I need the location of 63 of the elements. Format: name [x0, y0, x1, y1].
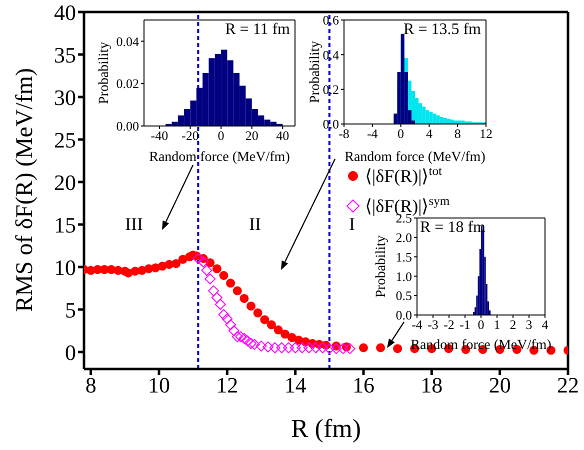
- x-tick-label: -20: [182, 128, 199, 144]
- y-tick-label: 5: [65, 297, 76, 322]
- y-tick-label: 0.0: [322, 116, 339, 132]
- x-tick-label: 40: [276, 128, 290, 144]
- y-tick-label: 1.5: [396, 249, 412, 264]
- chart-title: R = 11 fm: [225, 21, 290, 39]
- y-tick-label: 0.0: [396, 308, 412, 323]
- x-axis-title: Random force (MeV/fm): [344, 150, 486, 165]
- x-tick-label: -40: [150, 128, 168, 144]
- x-axis-title: Random force (MeV/fm): [410, 338, 552, 353]
- x-tick-label: 4: [426, 126, 433, 142]
- y-tick-label: 35: [54, 42, 76, 68]
- x-tick-label: 1: [494, 317, 500, 332]
- x-tick-label: 12: [480, 126, 492, 142]
- x-axis-title: Random force (MeV/fm): [149, 150, 290, 165]
- y-tick-label: 0.02: [116, 76, 139, 92]
- x-tick-label: 0: [218, 128, 224, 144]
- y-axis-title: Probability: [97, 42, 112, 104]
- x-tick-label: 4: [542, 317, 549, 332]
- annotation: II: [249, 214, 261, 234]
- x-tick-label: 2: [510, 317, 516, 332]
- y-tick-label: 0.2: [322, 82, 339, 97]
- y-axis-title: Probability: [374, 235, 389, 298]
- x-tick-label: 22: [557, 372, 579, 398]
- x-tick-label: 12: [216, 372, 238, 398]
- y-tick-label: 0: [65, 340, 76, 365]
- y-axis-title: RMS of δF(R) (MeV/fm): [12, 68, 38, 312]
- chart-title: R = 13.5 fm: [404, 21, 481, 39]
- y-tick-label: 1.0: [396, 268, 412, 284]
- x-tick-label: 20: [245, 128, 258, 144]
- y-tick-label: 0.00: [116, 118, 139, 134]
- annotation: III: [125, 214, 143, 234]
- y-axis-title: Probability: [308, 40, 323, 104]
- y-tick-label: 25: [54, 127, 76, 152]
- x-tick-label: 0: [478, 317, 484, 332]
- y-tick-label: 30: [54, 84, 76, 110]
- x-tick-label: -1: [460, 317, 470, 332]
- x-tick-label: 8: [85, 372, 96, 398]
- y-tick-label: 15: [54, 212, 76, 238]
- x-tick-label: -8: [338, 126, 350, 142]
- x-tick-label: 8: [454, 126, 461, 142]
- x-tick-label: 18: [420, 372, 443, 398]
- x-tick-label: 20: [488, 372, 511, 398]
- x-tick-label: -4: [366, 126, 378, 142]
- x-tick-label: -4: [412, 317, 423, 332]
- y-tick-label: 20: [54, 170, 76, 195]
- y-tick-label: 0.4: [322, 47, 340, 62]
- y-tick-label: 0.6: [322, 12, 340, 28]
- y-tick-label: 0.5: [396, 288, 412, 304]
- y-tick-label: 0.04: [116, 34, 140, 49]
- x-tick-label: 10: [148, 372, 170, 398]
- y-tick-label: 40: [54, 0, 76, 25]
- chart-title: R = 18 fm: [420, 219, 486, 237]
- y-tick-label: 2.0: [396, 230, 412, 246]
- x-tick-label: 3: [526, 317, 532, 332]
- annotation: I: [349, 214, 355, 234]
- y-tick-label: 10: [54, 254, 76, 280]
- x-axis-title: R (fm): [290, 414, 362, 443]
- x-tick-label: 16: [352, 372, 374, 398]
- legend-label: ⟨|δF(R)|⟩$^{tot}$: [365, 164, 442, 186]
- x-tick-label: 14: [284, 372, 306, 398]
- x-tick-label: -3: [428, 317, 438, 332]
- x-tick-label: -2: [444, 317, 454, 332]
